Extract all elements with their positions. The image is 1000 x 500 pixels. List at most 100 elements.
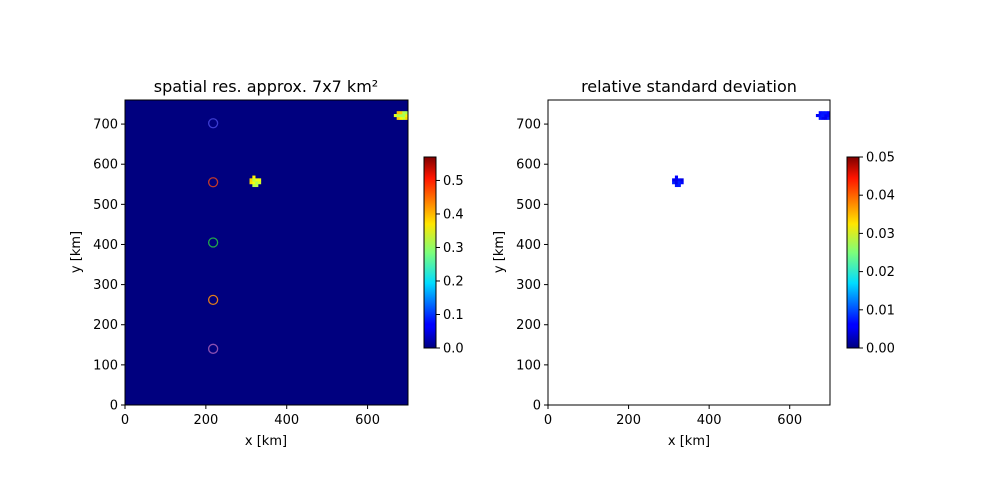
y-tick-label: 500: [516, 198, 541, 213]
heatmap-cell: [405, 111, 409, 115]
y-tick-label: 0: [533, 399, 541, 414]
colorbar-tick-label: 0.05: [866, 151, 895, 166]
heatmap-cell: [252, 183, 256, 188]
y-tick-label: 200: [93, 318, 118, 333]
heatmap-cell: [824, 113, 828, 118]
y-tick-label: 400: [93, 238, 118, 253]
heatmap-cell: [249, 181, 253, 185]
heatmap-cell: [396, 116, 400, 120]
location-marker: [207, 118, 219, 129]
heatmap-cell: [674, 175, 679, 179]
location-marker: [207, 343, 219, 354]
chart-title-left: spatial res. approx. 7x7 km²: [154, 77, 378, 96]
heatmap-cell: [402, 116, 406, 120]
heatmap-cell: [818, 111, 822, 115]
heatmap-cell: [249, 178, 253, 182]
heatmap-cell: [405, 116, 409, 120]
heatmap-cell: [680, 178, 684, 182]
y-tick-label: 300: [93, 278, 118, 293]
heatmap-cell: [677, 181, 681, 185]
y-tick-label: 100: [93, 358, 118, 373]
heatmap-cell: [677, 183, 681, 188]
heatmap-cell: [827, 111, 831, 115]
colorbar-tick-label: 0.04: [866, 189, 895, 204]
location-marker: [207, 237, 219, 248]
colorbar-tick-label: 0.01: [866, 303, 895, 318]
plot-frame-right: [547, 99, 831, 406]
heatmap-left-cells: [249, 111, 409, 188]
colorbar-left: 0.0 0.1 0.2 0.3 0.4 0.5: [423, 156, 464, 357]
heatmap-cell: [818, 116, 822, 120]
colorbar-tick-label: 0.5: [443, 174, 464, 189]
heatmap-cell: [252, 178, 256, 182]
colorbar-tick-label: 0.2: [443, 274, 464, 289]
colorbar-tick-label: 0.0: [443, 342, 464, 357]
heatmap-cell: [821, 113, 825, 118]
heatmap-cell: [255, 183, 259, 188]
x-tick-label: 200: [616, 413, 641, 428]
heatmap-cell: [674, 181, 679, 185]
heatmap-right-cells: [672, 111, 831, 188]
heatmap-cell: [824, 111, 828, 115]
location-marker: [207, 294, 219, 306]
heatmap-cell: [815, 113, 820, 118]
heatmap-cell: [255, 178, 259, 182]
heatmap-cell: [399, 111, 403, 115]
heatmap-cell: [821, 111, 825, 115]
colorbar-tick-label: 0.1: [443, 308, 464, 323]
heatmap-cell: [405, 113, 409, 118]
heatmap-cell: [821, 116, 825, 120]
y-tick-label: 200: [516, 318, 541, 333]
heatmap-cell: [827, 113, 831, 118]
x-tick-label: 200: [193, 413, 218, 428]
y-axis-right: 0 100 200 300 400 500 600 700: [516, 118, 548, 414]
y-axis-label-right: y [km]: [492, 231, 507, 273]
y-tick-label: 400: [516, 238, 541, 253]
colorbar-tick-label: 0.03: [866, 227, 895, 242]
x-tick-label: 400: [274, 413, 299, 428]
heatmap-cell: [818, 113, 822, 118]
plot-area-right: [548, 100, 830, 405]
colorbar-tick-label: 0.02: [866, 265, 895, 280]
x-tick-label: 0: [121, 413, 129, 428]
x-axis-label-left: x [km]: [245, 434, 287, 449]
heatmap-cell: [824, 116, 828, 120]
heatmap-cell: [680, 181, 684, 185]
heatmap-cell: [827, 116, 831, 120]
panel-spatial-resolution: spatial res. approx. 7x7 km² 0 200 400 600 …: [69, 77, 464, 449]
y-tick-label: 700: [93, 118, 118, 133]
x-tick-label: 0: [544, 413, 552, 428]
heatmap-cell: [402, 113, 406, 118]
y-tick-label: 600: [93, 158, 118, 173]
x-tick-label: 400: [697, 413, 722, 428]
x-tick-label: 600: [777, 413, 802, 428]
y-tick-label: 0: [110, 399, 118, 414]
heatmap-cell: [677, 178, 681, 182]
heatmap-cell: [258, 178, 262, 182]
heatmap-cell: [402, 111, 406, 115]
heatmap-cell: [674, 183, 679, 188]
chart-title-right: relative standard deviation: [581, 77, 797, 96]
location-marker: [207, 177, 219, 188]
heatmap-cell: [672, 178, 676, 182]
location-markers: [207, 118, 219, 354]
y-axis-left: 0 100 200 300 400 500 600 700: [93, 118, 125, 414]
y-axis-label-left: y [km]: [69, 231, 84, 273]
y-tick-label: 300: [516, 278, 541, 293]
heatmap-cell: [255, 181, 259, 185]
heatmap-cell: [258, 181, 262, 185]
heatmap-cell: [396, 111, 400, 115]
x-axis-left: 0 200 400 600: [121, 405, 380, 428]
heatmap-cell: [396, 113, 400, 118]
heatmap-cell: [399, 116, 403, 120]
heatmap-cell: [399, 113, 403, 118]
colorbar-tick-label: 0.00: [866, 342, 895, 357]
panel-relative-std: relative standard deviation 0 200 400 600 0…: [492, 77, 895, 449]
x-axis-right: 0 200 400 600: [544, 405, 802, 428]
y-tick-label: 500: [93, 198, 118, 213]
x-axis-label-right: x [km]: [668, 434, 710, 449]
y-tick-label: 700: [516, 118, 541, 133]
plot-area-left: [125, 100, 408, 405]
colorbar-tick-label: 0.4: [443, 207, 464, 222]
